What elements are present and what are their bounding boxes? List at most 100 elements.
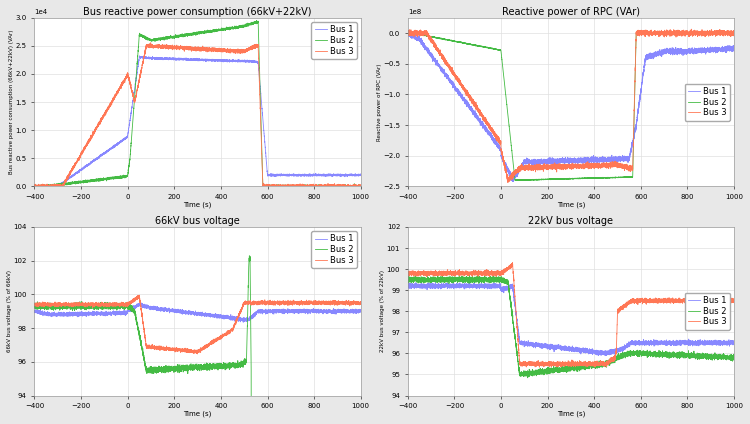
Bus 2 bbox=[730, 357, 739, 362]
Bus 2 bbox=[404, 276, 412, 282]
Bus 1 bbox=[46, 184, 56, 189]
Bus 2 bbox=[272, 184, 281, 189]
Bus 3 bbox=[148, 44, 158, 49]
Bus 3 bbox=[521, 163, 530, 168]
Line: Bus 3: Bus 3 bbox=[408, 29, 734, 183]
Bus 1 bbox=[509, 179, 518, 184]
Title: Bus reactive power consumption (66kV+22kV): Bus reactive power consumption (66kV+22k… bbox=[83, 7, 312, 17]
Bus 2 bbox=[30, 303, 39, 308]
Y-axis label: 66kV bus voltage (% of 66kV): 66kV bus voltage (% of 66kV) bbox=[7, 270, 12, 352]
Bus 3 bbox=[610, 159, 620, 165]
Bus 1 bbox=[663, 340, 672, 345]
Y-axis label: Reactive power of RPC (VAr): Reactive power of RPC (VAr) bbox=[376, 63, 382, 141]
Legend: Bus 1, Bus 2, Bus 3: Bus 1, Bus 2, Bus 3 bbox=[311, 22, 356, 59]
Bus 3 bbox=[645, 297, 654, 302]
Legend: Bus 1, Bus 2, Bus 3: Bus 1, Bus 2, Bus 3 bbox=[311, 231, 356, 268]
Line: Bus 2: Bus 2 bbox=[408, 33, 734, 181]
Bus 2 bbox=[663, 31, 672, 36]
Bus 3 bbox=[521, 361, 530, 366]
Bus 1 bbox=[135, 53, 144, 59]
Line: Bus 1: Bus 1 bbox=[408, 31, 734, 181]
Bus 1 bbox=[610, 349, 620, 354]
X-axis label: Time (s): Time (s) bbox=[184, 201, 211, 208]
Bus 1 bbox=[272, 309, 281, 314]
Bus 2 bbox=[512, 178, 521, 183]
Bus 1 bbox=[645, 54, 654, 59]
Line: Bus 1: Bus 1 bbox=[34, 303, 361, 322]
Bus 2 bbox=[237, 25, 246, 30]
Legend: Bus 1, Bus 2, Bus 3: Bus 1, Bus 2, Bus 3 bbox=[685, 293, 730, 330]
Bus 3 bbox=[30, 183, 39, 188]
Bus 1 bbox=[290, 310, 298, 315]
Y-axis label: Bus reactive power consumption (66kV+22kV) (VAr): Bus reactive power consumption (66kV+22k… bbox=[9, 30, 14, 174]
Bus 2 bbox=[521, 370, 530, 375]
Bus 3 bbox=[46, 183, 56, 188]
Bus 1 bbox=[420, 42, 429, 47]
Bus 2 bbox=[148, 38, 158, 43]
Bus 1 bbox=[645, 341, 654, 346]
Bus 1 bbox=[223, 315, 232, 320]
Bus 3 bbox=[272, 182, 280, 187]
Bus 2 bbox=[524, 375, 532, 380]
Bus 3 bbox=[610, 355, 620, 360]
Bus 2 bbox=[356, 184, 365, 189]
Bus 2 bbox=[38, 186, 47, 191]
Bus 1 bbox=[223, 58, 232, 63]
Bus 2 bbox=[223, 364, 232, 369]
Bus 2 bbox=[290, 184, 298, 190]
Bus 2 bbox=[596, 176, 605, 181]
X-axis label: Time (s): Time (s) bbox=[184, 410, 211, 417]
Bus 1 bbox=[730, 341, 739, 346]
Bus 1 bbox=[148, 56, 158, 61]
Bus 1 bbox=[730, 45, 739, 50]
Bus 3 bbox=[356, 183, 365, 188]
Bus 3 bbox=[645, 28, 654, 33]
Bus 1 bbox=[30, 308, 39, 313]
Bus 3 bbox=[420, 272, 429, 277]
Bus 3 bbox=[687, 27, 696, 32]
Bus 3 bbox=[404, 271, 412, 276]
Bus 3 bbox=[290, 187, 298, 192]
Bus 3 bbox=[46, 304, 56, 309]
Bus 2 bbox=[237, 361, 246, 366]
Bus 3 bbox=[237, 305, 246, 310]
Bus 2 bbox=[645, 30, 654, 35]
Bus 3 bbox=[290, 299, 298, 304]
Bus 2 bbox=[46, 304, 56, 309]
Bus 2 bbox=[663, 354, 672, 359]
Bus 3 bbox=[596, 163, 605, 168]
Bus 1 bbox=[521, 341, 530, 346]
Line: Bus 2: Bus 2 bbox=[408, 275, 734, 378]
Bus 3 bbox=[223, 331, 232, 336]
Bus 3 bbox=[223, 47, 232, 52]
Bus 1 bbox=[356, 308, 365, 313]
Bus 3 bbox=[596, 362, 605, 367]
Bus 3 bbox=[663, 298, 672, 304]
Bus 1 bbox=[46, 312, 56, 318]
Bus 3 bbox=[30, 302, 39, 307]
Bus 3 bbox=[730, 298, 739, 303]
Line: Bus 2: Bus 2 bbox=[34, 20, 361, 188]
Bus 2 bbox=[645, 351, 654, 356]
X-axis label: Time (s): Time (s) bbox=[556, 410, 585, 417]
Title: Reactive power of RPC (VAr): Reactive power of RPC (VAr) bbox=[502, 7, 640, 17]
Bus 2 bbox=[730, 31, 739, 36]
Bus 1 bbox=[521, 159, 530, 164]
Bus 3 bbox=[295, 187, 304, 192]
Bus 1 bbox=[40, 185, 50, 190]
Bus 3 bbox=[237, 49, 246, 54]
Bus 1 bbox=[420, 282, 429, 287]
Bus 1 bbox=[356, 172, 365, 177]
Bus 2 bbox=[723, 30, 732, 35]
Bus 2 bbox=[610, 175, 620, 180]
Bus 1 bbox=[610, 156, 620, 162]
Line: Bus 2: Bus 2 bbox=[34, 256, 361, 424]
Line: Bus 3: Bus 3 bbox=[408, 262, 734, 367]
Bus 1 bbox=[596, 158, 605, 163]
Bus 1 bbox=[237, 58, 246, 63]
Bus 2 bbox=[46, 183, 56, 188]
Line: Bus 1: Bus 1 bbox=[408, 282, 734, 356]
Bus 3 bbox=[535, 365, 544, 370]
Bus 1 bbox=[596, 351, 605, 357]
Bus 1 bbox=[290, 173, 298, 178]
